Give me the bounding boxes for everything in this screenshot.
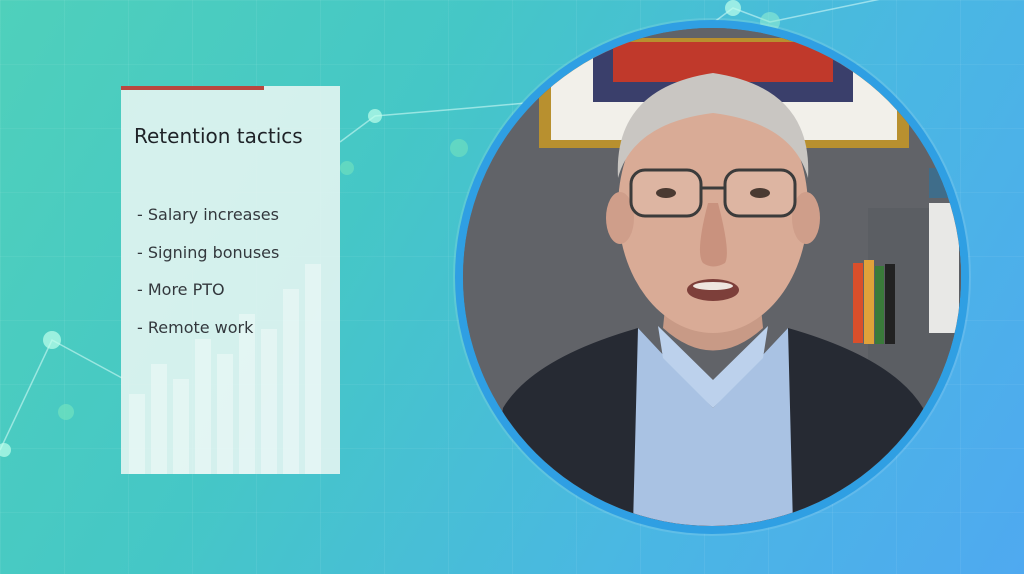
network-node xyxy=(58,404,74,420)
slide-text-card: Retention tactics - Salary increases - S… xyxy=(121,86,340,474)
network-node xyxy=(43,331,61,349)
shirt xyxy=(633,328,793,526)
speaker-hair xyxy=(617,73,809,178)
bullet-item: - Remote work xyxy=(137,317,254,337)
card-background-bars xyxy=(129,264,321,474)
network-node xyxy=(725,0,741,16)
book xyxy=(885,264,895,344)
bullet-item: - More PTO xyxy=(137,280,225,299)
network-node xyxy=(450,139,468,157)
bullet-item: - Salary increases xyxy=(137,205,279,224)
network-node xyxy=(340,161,354,175)
wall-paper xyxy=(929,203,959,333)
speaker-portrait-image xyxy=(463,28,961,526)
speaker-video xyxy=(463,28,961,526)
book xyxy=(875,266,884,344)
network-node xyxy=(0,443,11,457)
book xyxy=(853,263,863,343)
book xyxy=(864,260,874,344)
bullet-list: - Salary increases - Signing bonuses - M… xyxy=(137,203,279,353)
network-node xyxy=(368,109,382,123)
slide-title: Retention tactics xyxy=(134,124,303,148)
bullet-item: - Signing bonuses xyxy=(137,242,280,262)
card-accent-bar xyxy=(121,86,264,90)
